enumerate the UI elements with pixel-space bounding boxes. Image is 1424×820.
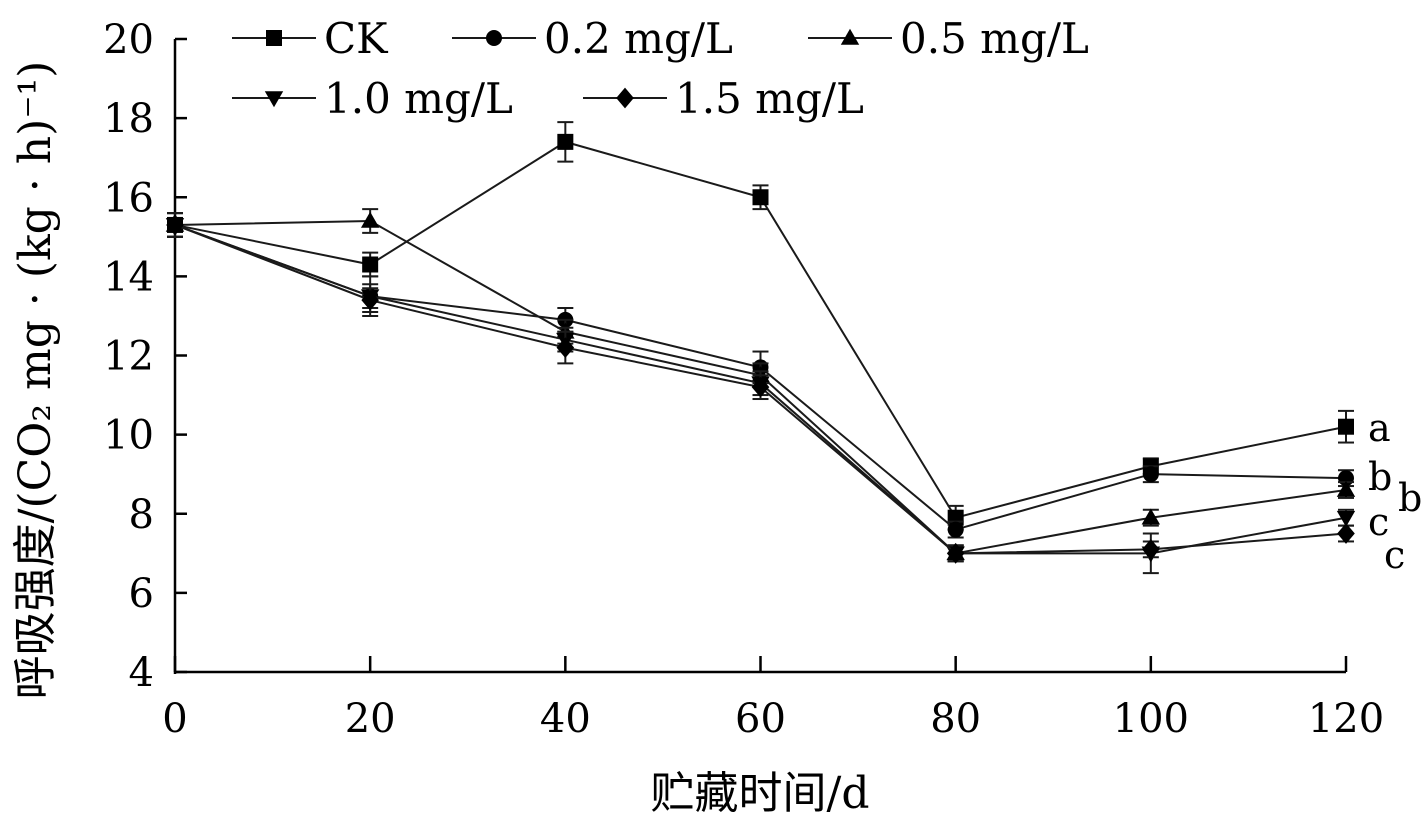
x-tick-label: 20 — [345, 696, 396, 742]
legend: CK 0.2 mg/L 0.5 mg/L 1.0 mg/L 1.5 mg/L — [232, 14, 1089, 123]
legend-marker-square — [266, 30, 282, 46]
x-tick-label: 60 — [735, 696, 786, 742]
x-tick-label: 40 — [540, 696, 591, 742]
legend-label: 0.5 mg/L — [900, 14, 1089, 63]
legend-marker-circle — [486, 30, 502, 46]
data-point-triangle-up — [1141, 508, 1161, 525]
legend-marker-triangle-up — [840, 28, 860, 45]
data-point-diamond — [946, 542, 965, 564]
legend-marker-triangle-down — [264, 91, 284, 108]
data-point-triangle-up — [1336, 480, 1356, 497]
x-tick-label: 80 — [930, 696, 981, 742]
x-tick-label: 0 — [162, 696, 187, 742]
data-point-diamond — [166, 214, 184, 236]
data-point-diamond — [751, 376, 770, 398]
significance-letter: b — [1368, 455, 1392, 499]
legend-item: 1.5 mg/L — [583, 74, 864, 123]
data-point-square — [557, 133, 574, 150]
legend-marker-diamond — [616, 87, 634, 109]
y-tick-label: 6 — [129, 571, 154, 617]
y-ticks: 4 6 8 10 12 14 16 18 20 — [103, 17, 187, 696]
data-point-circle — [947, 521, 964, 538]
significance-letter: b — [1398, 476, 1422, 520]
data-point-diamond — [556, 337, 575, 358]
data-point-circle — [1142, 466, 1159, 483]
y-tick-label: 16 — [103, 175, 154, 221]
y-tick-label: 20 — [103, 17, 154, 63]
legend-label: 1.0 mg/L — [324, 74, 513, 123]
data-point-square — [1338, 418, 1354, 435]
data-point-triangle-down — [1336, 510, 1356, 527]
legend-item: 0.5 mg/L — [808, 14, 1089, 63]
legend-label: 1.5 mg/L — [675, 74, 864, 123]
significance-letter: c — [1384, 533, 1405, 577]
x-axis-title: 贮藏时间/d — [651, 768, 870, 819]
y-tick-label: 4 — [129, 650, 154, 696]
data-point-diamond — [1142, 538, 1160, 560]
x-ticks: 0 20 40 60 80 100 120 — [162, 656, 1384, 742]
data-point-square — [752, 189, 769, 206]
significance-labels: ab bcc — [1368, 406, 1422, 577]
y-tick-label: 8 — [129, 492, 154, 538]
legend-item: CK — [232, 14, 389, 63]
x-tick-label: 120 — [1308, 696, 1384, 742]
significance-letter: a — [1368, 406, 1391, 450]
y-tick-label: 10 — [103, 413, 154, 459]
y-tick-label: 14 — [103, 254, 154, 300]
legend-label: CK — [324, 14, 389, 63]
data-point-diamond — [361, 289, 379, 311]
y-tick-label: 18 — [103, 96, 154, 142]
significance-letter: c — [1368, 500, 1389, 544]
y-tick-label: 12 — [103, 334, 154, 380]
data-point-triangle-up — [360, 211, 380, 228]
data-point-square — [362, 256, 379, 273]
data-point-diamond — [1337, 523, 1355, 544]
legend-item: 0.2 mg/L — [452, 14, 733, 63]
series-layer — [165, 121, 1356, 575]
legend-item: 1.0 mg/L — [232, 74, 513, 123]
legend-label: 0.2 mg/L — [544, 14, 733, 63]
series-diamond — [166, 212, 1355, 564]
y-axis-title: 呼吸强度/(CO₂ mg · (kg · h)⁻¹) — [10, 61, 61, 700]
x-tick-label: 100 — [1113, 696, 1189, 742]
series-square — [167, 121, 1354, 531]
